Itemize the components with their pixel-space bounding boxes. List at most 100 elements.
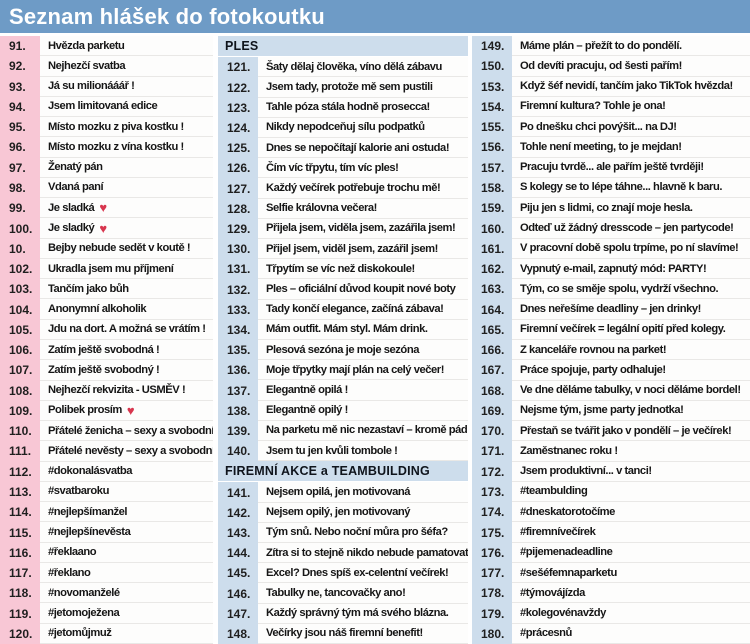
- row-number: 114.: [0, 502, 40, 523]
- list-row: 130. Přijel jsem, viděl jsem, zazářil jse…: [218, 239, 468, 260]
- phrase-text-cell: Ve dne děláme tabulky, v noci děláme bor…: [512, 380, 750, 401]
- row-number: 106.: [0, 339, 40, 361]
- phrase-text-cell: Mám outfit. Mám styl. Mám drink.: [258, 319, 468, 341]
- list-row: 167. Práce spojuje, party odhaluje!: [472, 360, 750, 381]
- phrase-text-cell: Přátelé ženicha – sexy a svobodní!: [40, 421, 213, 442]
- list-row: 113. #svatbaroku: [0, 481, 213, 503]
- list-row: 157. Pracuju tvrdě... ale pařím ještě tvr…: [472, 157, 750, 178]
- phrase-table: 91. Hvězda parketu 92. Nejhezčí svatba 93. Já…: [0, 36, 750, 644]
- list-row: 120. #jetomůjmuž: [0, 623, 213, 644]
- phrase-text: #svatbaroku: [48, 485, 109, 498]
- phrase-text: Šaty dělaj člověka, víno dělá zábavu: [266, 60, 442, 73]
- phrase-text-cell: Plesová sezóna je moje sezóna: [258, 340, 468, 361]
- row-number: 129.: [218, 218, 258, 240]
- phrase-text: Práce spojuje, party odhaluje!: [520, 363, 666, 376]
- row-number: 158.: [472, 177, 512, 199]
- phrase-text: #řeklaano: [48, 546, 97, 559]
- phrase-text: Když šéf nevidí, tančím jako TikTok hvěz…: [520, 80, 733, 93]
- phrase-text: S kolegy se to lépe táhne... hlavně k ba…: [520, 181, 722, 194]
- phrase-text-cell: Tahle póza stála hodně prosecca!: [258, 97, 468, 118]
- phrase-text-cell: #jetomůjmuž: [40, 623, 213, 644]
- phrase-text: Je sladká: [48, 201, 95, 214]
- list-row: 177. #sešéfemnaparketu: [472, 562, 750, 584]
- phrase-text-cell: Ženatý pán: [40, 157, 213, 178]
- phrase-text: Večírky jsou náš firemní benefit!: [266, 627, 423, 640]
- phrase-text: #firemnívečírek: [520, 526, 596, 538]
- row-number: 148.: [218, 623, 258, 644]
- phrase-text-cell: Nejsem opilý, jen motivovaný: [258, 502, 468, 523]
- phrase-text-cell: Po dnešku chci povýšit... na DJ!: [512, 117, 750, 138]
- phrase-text-cell: Každý večírek potřebuje trochu mě!: [258, 178, 468, 199]
- phrase-text: Tohle není meeting, to je mejdan!: [520, 140, 682, 153]
- phrase-text: Mám outfit. Mám styl. Mám drink.: [266, 323, 428, 336]
- row-number: 118.: [0, 583, 40, 604]
- row-number: 160.: [472, 218, 512, 239]
- row-number: 126.: [218, 158, 258, 179]
- phrase-text-cell: #jetomoježena: [40, 603, 213, 624]
- phrase-text: #pijemenadeadline: [520, 546, 613, 559]
- phrase-text-cell: Excel? Dnes spíš ex-celentní večírek!: [258, 563, 468, 584]
- phrase-text-cell: Místo mozku z vína kostku !: [40, 137, 213, 158]
- row-number: 159.: [472, 198, 512, 219]
- list-row: 100. Je sladký ♥: [0, 218, 213, 239]
- phrase-text-cell: Ples – oficiální důvod koupit nové boty: [258, 279, 468, 300]
- phrase-text-cell: #firemnívečírek: [512, 522, 750, 543]
- row-number: 108.: [0, 380, 40, 401]
- phrase-text: Jsem tu jen kvůli tombole !: [266, 444, 398, 457]
- row-number: 99.: [0, 198, 40, 219]
- phrase-text-cell: Šaty dělaj člověka, víno dělá zábavu: [258, 57, 468, 78]
- phrase-text: Tady končí elegance, začíná zábava!: [266, 303, 444, 316]
- phrase-text-cell: S kolegy se to lépe táhne... hlavně k ba…: [512, 177, 750, 199]
- row-number: 163.: [472, 279, 512, 300]
- row-number: 102.: [0, 258, 40, 280]
- row-number: 92.: [0, 56, 40, 77]
- list-row: 10. Bejby nebude sedět v koutě !: [0, 238, 213, 259]
- row-number: 131.: [218, 259, 258, 280]
- list-row: 129. Přijela jsem, viděla jsem, zazářila …: [218, 218, 468, 240]
- row-number: 119.: [0, 603, 40, 624]
- list-row: 98. Vdaná paní: [0, 177, 213, 199]
- phrase-text-cell: Ukradla jsem mu příjmení: [40, 258, 213, 280]
- phrase-text-cell: Anonymní alkoholik: [40, 299, 213, 320]
- phrase-text-cell: Selfie královna večera!: [258, 198, 468, 219]
- phrase-text: Přijela jsem, viděla jsem, zazářila jsem…: [266, 222, 456, 235]
- phrase-text: Místo mozku z piva kostku !: [48, 120, 184, 133]
- list-row: 122. Jsem tady, protože mě sem pustili: [218, 77, 468, 98]
- list-row: 116. #řeklaano: [0, 542, 213, 563]
- phrase-text-cell: Zaměstnanec roku !: [512, 441, 750, 462]
- list-row: 125. Dnes se nepočítají kalorie ani ostud…: [218, 138, 468, 159]
- list-row: 147. Každý správný tým má svého blázna.: [218, 603, 468, 624]
- phrase-text: Jsem produktivní... v tanci!: [520, 465, 652, 478]
- row-number: 124.: [218, 117, 258, 139]
- list-row: 119. #jetomoježena: [0, 603, 213, 624]
- phrase-text-cell: #týmovájízda: [512, 583, 750, 604]
- list-row: 179. #kolegovénavždy: [472, 603, 750, 624]
- phrase-text-cell: Vdaná paní: [40, 177, 213, 199]
- row-number: 110.: [0, 421, 40, 442]
- phrase-text-cell: #řeklano: [40, 562, 213, 584]
- phrase-text: Firemní večírek = legální opití před kol…: [520, 323, 726, 336]
- list-row: 145. Excel? Dnes spíš ex-celentní večírek…: [218, 563, 468, 584]
- list-row: 138. Elegantně opilý !: [218, 400, 468, 421]
- list-row: 102. Ukradla jsem mu příjmení: [0, 258, 213, 280]
- phrase-text-cell: Dnes neřešíme deadliny – jen drinky!: [512, 299, 750, 320]
- phrase-text: Zatím ještě svobodná !: [48, 343, 160, 356]
- phrase-text: #prácesnů: [520, 627, 572, 640]
- list-row: 95. Místo mozku z piva kostku !: [0, 117, 213, 138]
- list-row: 109. Polibek prosím ♥: [0, 400, 213, 422]
- phrase-text-cell: Jsem tu jen kvůli tombole !: [258, 441, 468, 462]
- list-row: 148. Večírky jsou náš firemní benefit!: [218, 623, 468, 644]
- phrase-text: Anonymní alkoholik: [48, 303, 147, 316]
- phrase-text: Zatím ještě svobodný !: [48, 363, 160, 376]
- phrase-text-cell: #svatbaroku: [40, 481, 213, 503]
- phrase-text: #nejlepšínevěsta: [48, 526, 131, 538]
- list-row: 164. Dnes neřešíme deadliny – jen drinky!: [472, 299, 750, 320]
- row-number: 157.: [472, 157, 512, 178]
- row-number: 128.: [218, 198, 258, 219]
- list-row: 178. #týmovájízda: [472, 583, 750, 604]
- phrase-text: Hvězda parketu: [48, 39, 125, 52]
- list-row: 108. Nejhezčí rekvizita - USMĚV !: [0, 380, 213, 401]
- phrase-text: Bejby nebude sedět v koutě !: [48, 242, 191, 255]
- list-row: 94. Jsem limitovaná edice: [0, 96, 213, 118]
